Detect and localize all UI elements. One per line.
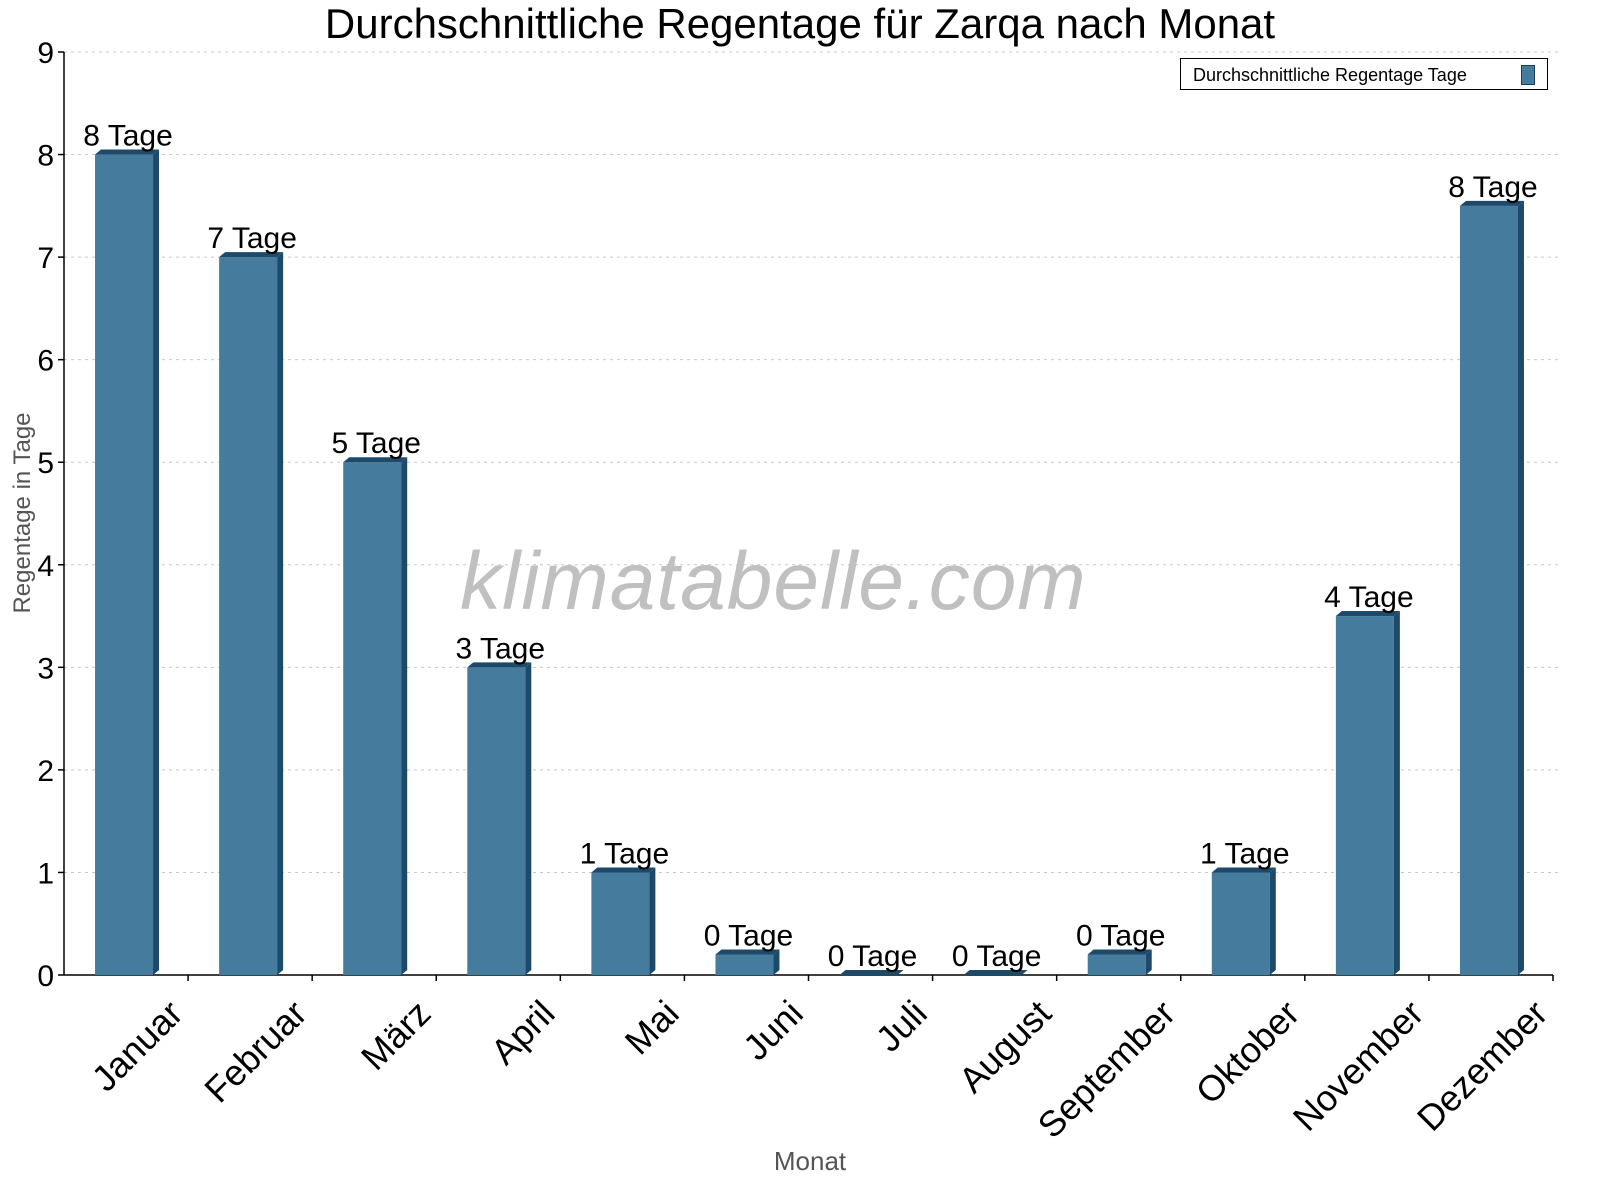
bar	[591, 872, 650, 975]
bar-value-label: 8 Tage	[1448, 171, 1538, 204]
bar-top	[1211, 867, 1276, 873]
bar-value-label: 4 Tage	[1324, 581, 1414, 614]
x-tick-label: März	[353, 992, 439, 1078]
bar-value-label: 0 Tage	[1076, 919, 1166, 952]
legend-label: Durchschnittliche Regentage Tage	[1193, 65, 1467, 85]
x-tick-label: Januar	[84, 992, 191, 1099]
y-tick-label: 7	[37, 242, 54, 275]
bar-top	[343, 457, 408, 463]
bar-value-label: 5 Tage	[331, 427, 421, 460]
x-tick-label: Dezember	[1409, 992, 1555, 1138]
x-tick-label: April	[483, 992, 563, 1072]
bar-value-label: 0 Tage	[828, 940, 918, 973]
bar-side	[1145, 949, 1152, 975]
bar-side	[649, 867, 656, 975]
bar-value-label: 8 Tage	[83, 120, 173, 153]
watermark: klimatabelle.com	[460, 536, 1087, 627]
bar	[1211, 872, 1270, 975]
chart-title: Durchschnittliche Regentage für Zarqa na…	[324, 0, 1276, 47]
bar-top	[1087, 949, 1152, 955]
bar-top	[715, 949, 780, 955]
bar-top	[95, 149, 160, 155]
y-tick-label: 4	[37, 550, 54, 583]
bar-side	[401, 457, 408, 975]
x-tick-label: Juni	[735, 992, 811, 1068]
bar	[1459, 205, 1518, 976]
y-tick-label: 3	[37, 652, 54, 685]
bar-top	[467, 662, 532, 668]
bar-value-label: 0 Tage	[704, 919, 794, 952]
x-tick-label: Mai	[617, 992, 687, 1062]
y-tick-label: 6	[37, 345, 54, 378]
x-tick-label: Oktober	[1188, 992, 1308, 1112]
bar-top	[963, 970, 1028, 975]
bar-side	[153, 149, 160, 976]
x-tick-label: August	[951, 992, 1059, 1100]
y-axis-title: Regentage in Tage	[9, 412, 36, 613]
legend-swatch	[1521, 65, 1535, 85]
bar-top	[219, 252, 284, 258]
x-axis-title: Monat	[774, 1146, 847, 1176]
bar-side	[1393, 611, 1400, 975]
y-tick-label: 2	[37, 755, 54, 788]
bar	[1335, 616, 1394, 975]
y-tick-label: 9	[37, 37, 54, 70]
bar-top	[591, 867, 656, 873]
x-tick-label: Februar	[196, 992, 314, 1110]
bar-value-label: 0 Tage	[952, 940, 1042, 973]
bar-value-label: 7 Tage	[207, 222, 297, 255]
y-tick-label: 0	[37, 960, 54, 993]
y-tick-label: 1	[37, 857, 54, 890]
bar-side	[525, 662, 532, 975]
bar-top	[1459, 200, 1524, 206]
bar-side	[1269, 867, 1276, 975]
bar	[219, 257, 278, 976]
bar-value-label: 1 Tage	[580, 837, 670, 870]
bar-top	[839, 970, 904, 975]
bar	[95, 154, 154, 976]
y-tick-label: 8	[37, 140, 54, 173]
legend: Durchschnittliche Regentage Tage	[1180, 58, 1548, 90]
x-tick-label: Juli	[868, 992, 935, 1059]
bar	[467, 667, 526, 975]
y-tick-label: 5	[37, 447, 54, 480]
x-tick-label: November	[1285, 992, 1431, 1138]
bar-top	[1335, 611, 1400, 617]
bar	[1087, 954, 1146, 975]
bar-side	[773, 949, 780, 975]
bar	[715, 954, 774, 975]
bar-value-label: 1 Tage	[1200, 837, 1290, 870]
bar	[343, 462, 402, 975]
bar-side	[277, 252, 284, 976]
bar-value-label: 3 Tage	[456, 632, 546, 665]
bar-side	[1517, 200, 1524, 976]
